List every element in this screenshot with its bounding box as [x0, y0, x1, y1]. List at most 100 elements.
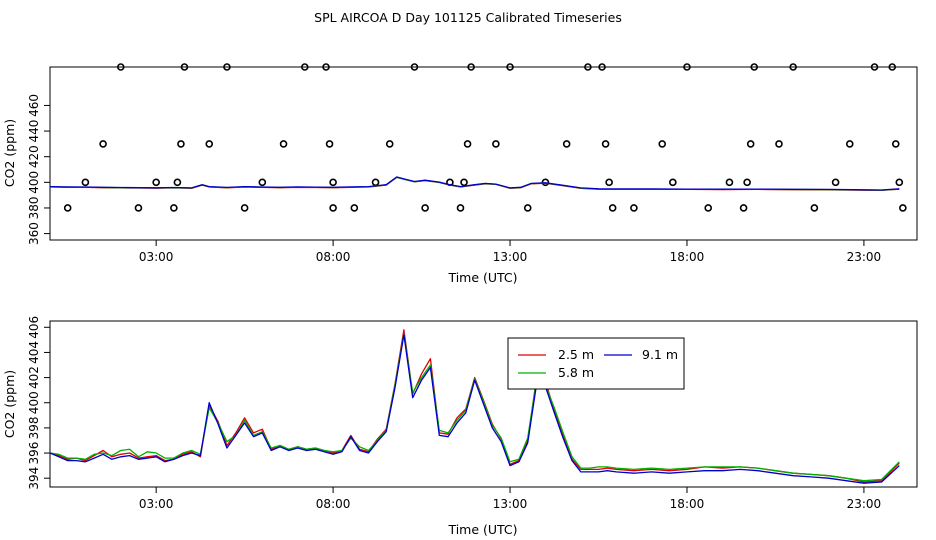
top-point	[170, 204, 178, 212]
top-point	[630, 204, 638, 212]
top-point	[325, 140, 334, 148]
top-point	[750, 63, 759, 71]
top-x-tick-label: 23:00	[847, 250, 882, 264]
top-x-tick-label: 13:00	[493, 250, 528, 264]
top-point	[463, 140, 472, 148]
top-point	[258, 178, 267, 187]
legend-label-2-5m: 2.5 m	[558, 347, 594, 362]
top-x-axis-title: Time (UTC)	[447, 270, 517, 285]
bottom-x-tick-label: 03:00	[139, 497, 174, 511]
top-point	[523, 204, 532, 212]
top-y-axis-title: CO2 (ppm)	[2, 119, 17, 187]
top-point	[831, 178, 840, 187]
top-point	[895, 178, 904, 187]
bottom-y-tick-label: 394	[27, 467, 41, 490]
top-point	[492, 140, 500, 148]
top-point	[300, 63, 309, 71]
top-point	[350, 204, 359, 212]
top-point	[605, 178, 613, 187]
top-series-line	[49, 176, 900, 191]
bottom-panel: 03:00 08:00 13:00 18:00 23:00 394 396 398 400 40…	[2, 316, 918, 537]
bottom-series-line	[49, 334, 900, 484]
top-y-tick-label: 380	[27, 197, 41, 220]
top-point	[810, 204, 819, 212]
top-point	[279, 140, 288, 148]
top-point	[845, 140, 854, 148]
top-y-tick-label: 420	[27, 145, 41, 168]
top-point	[240, 204, 249, 212]
bottom-x-tick-label: 13:00	[493, 497, 528, 511]
top-x-axis: 03:00 08:00 13:00 18:00 23:00	[139, 240, 881, 264]
top-point	[775, 140, 783, 148]
top-point	[584, 63, 592, 71]
top-point	[173, 178, 182, 187]
top-point	[322, 63, 330, 71]
top-point	[329, 204, 337, 212]
bottom-y-tick-label: 396	[27, 442, 41, 465]
legend-box	[507, 337, 685, 390]
top-point	[669, 178, 677, 187]
top-point	[888, 63, 897, 71]
top-point	[205, 140, 214, 148]
top-point	[329, 178, 337, 187]
top-point	[467, 63, 475, 71]
bottom-y-tick-label: 404	[27, 341, 41, 364]
top-point	[891, 140, 900, 148]
bottom-y-tick-label: 398	[27, 416, 41, 439]
top-point	[223, 63, 231, 71]
top-point	[899, 204, 907, 212]
top-point	[99, 140, 107, 148]
bottom-y-tick-label: 402	[27, 366, 41, 389]
bottom-y-tick-label: 400	[27, 391, 41, 414]
bottom-line-series	[49, 329, 900, 484]
top-x-tick-label: 08:00	[316, 250, 351, 264]
top-point	[180, 63, 189, 71]
top-point	[743, 178, 751, 187]
legend-label-9-1m: 9.1 m	[642, 347, 678, 362]
top-point	[608, 204, 617, 212]
top-y-axis: 360 380 400 420 440 460	[27, 94, 50, 245]
top-point	[81, 178, 90, 187]
top-point	[421, 204, 429, 212]
top-point	[134, 204, 143, 212]
top-point	[460, 178, 468, 187]
top-y-tick-label: 440	[27, 120, 41, 143]
top-point	[601, 140, 610, 148]
bottom-x-tick-label: 08:00	[316, 497, 351, 511]
top-point	[385, 140, 394, 148]
bottom-series-line	[49, 329, 900, 483]
top-point	[63, 204, 72, 212]
bottom-x-tick-label: 23:00	[847, 497, 882, 511]
top-y-tick-label: 460	[27, 94, 41, 117]
top-point	[562, 140, 571, 148]
top-point	[506, 63, 514, 71]
top-point	[704, 204, 713, 212]
top-point	[456, 204, 465, 212]
top-x-tick-label: 18:00	[670, 250, 705, 264]
figure-title: SPL AIRCOA D Day 101125 Calibrated Times…	[314, 10, 622, 25]
top-point	[658, 140, 667, 148]
bottom-y-axis-title: CO2 (ppm)	[2, 370, 17, 438]
legend: 2.5 m 5.8 m 9.1 m	[507, 337, 685, 390]
bottom-x-axis-title: Time (UTC)	[447, 522, 517, 537]
bottom-plot-frame	[49, 320, 918, 488]
top-y-tick-label: 400	[27, 171, 41, 194]
bottom-x-axis: 03:00 08:00 13:00 18:00 23:00	[139, 487, 881, 511]
bottom-series-line	[49, 332, 900, 482]
top-point	[870, 63, 879, 71]
top-point	[410, 63, 419, 71]
top-point	[746, 140, 755, 148]
legend-label-5-8m: 5.8 m	[558, 365, 594, 380]
top-point	[152, 178, 160, 187]
top-x-tick-label: 03:00	[139, 250, 174, 264]
bottom-y-axis: 394 396 398 400 402 404 406	[27, 316, 50, 490]
top-y-tick-label: 360	[27, 222, 41, 245]
top-scatter-points	[63, 63, 907, 212]
top-point	[725, 178, 734, 187]
top-point	[739, 204, 748, 212]
top-point	[116, 63, 125, 71]
top-plot-frame	[49, 66, 918, 241]
top-point	[683, 63, 691, 71]
